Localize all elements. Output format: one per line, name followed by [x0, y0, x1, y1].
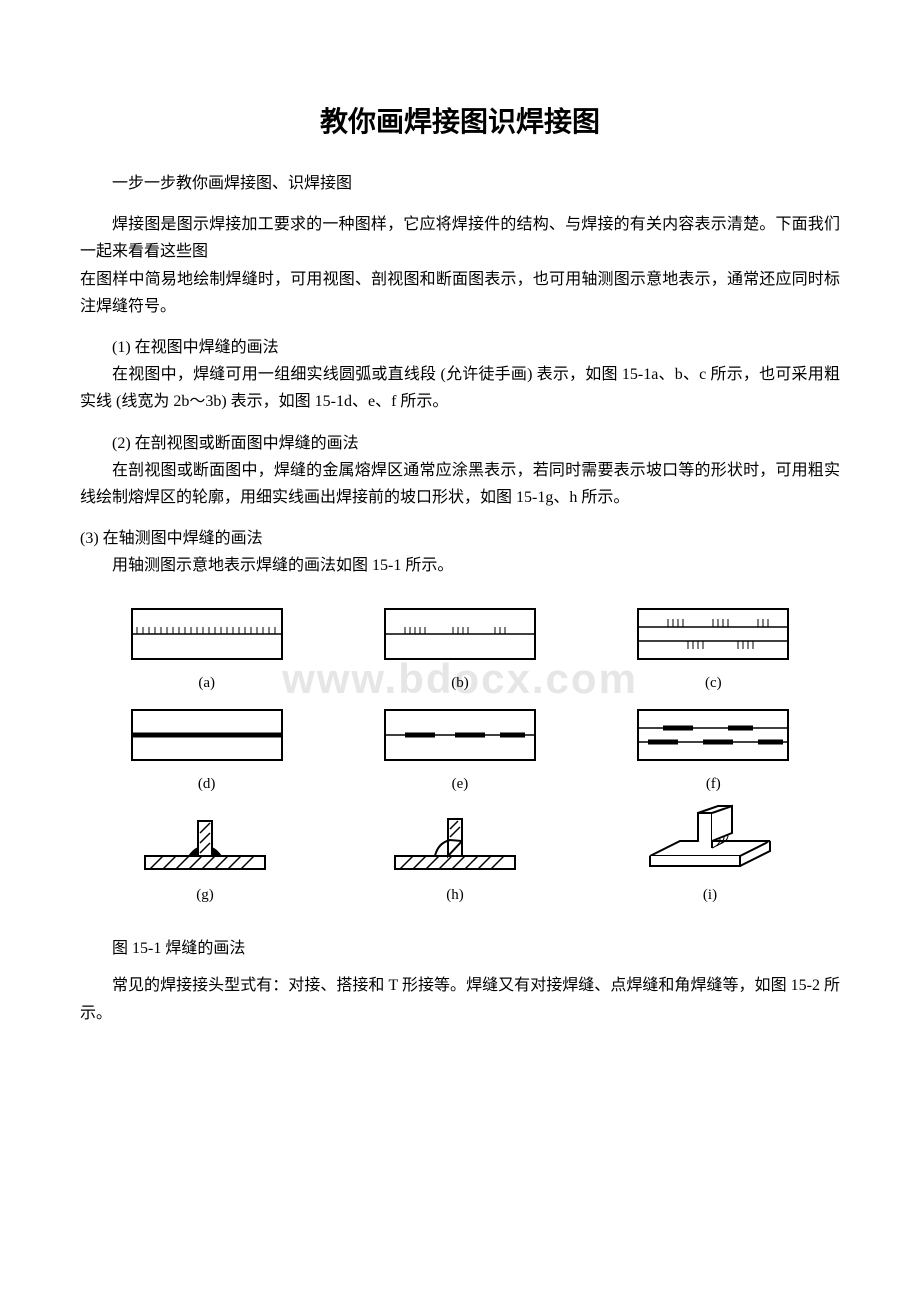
figure-label-f: (f)	[706, 776, 721, 793]
figure-label-i: (i)	[703, 887, 717, 904]
page-title: 教你画焊接图识焊接图	[80, 100, 840, 140]
figure-cell-d: (d)	[122, 700, 292, 793]
figure-label-b: (b)	[451, 675, 469, 692]
sec2-head: (2) 在剖视图或断面图中焊缝的画法	[80, 430, 840, 457]
intro-p2: 焊接图是图示焊接加工要求的一种图样，它应将焊接件的结构、与焊接的有关内容表示清楚…	[80, 211, 840, 265]
figure-cell-i: (i)	[630, 801, 790, 904]
diagram-g	[130, 811, 280, 881]
figure-cell-g: (g)	[130, 811, 280, 904]
diagram-h	[380, 811, 530, 881]
figure-row-1: (a) (b)	[80, 599, 840, 692]
figure-label-h: (h)	[446, 887, 464, 904]
diagram-e	[375, 700, 545, 770]
figure-row-3: (g) (h)	[80, 801, 840, 904]
diagram-c	[628, 599, 798, 669]
diagram-f	[628, 700, 798, 770]
diagram-i	[630, 801, 790, 881]
figure-row-2: (d) (e) (f)	[80, 700, 840, 793]
diagram-a	[122, 599, 292, 669]
figure-cell-h: (h)	[380, 811, 530, 904]
figure-cell-b: (b)	[375, 599, 545, 692]
sec3-body: 用轴测图示意地表示焊缝的画法如图 15-1 所示。	[80, 552, 840, 579]
figure-15-1: (a) (b)	[80, 599, 840, 904]
intro-p1: 一步一步教你画焊接图、识焊接图	[80, 170, 840, 197]
figure-cell-f: (f)	[628, 700, 798, 793]
figure-label-g: (g)	[196, 887, 214, 904]
diagram-d	[122, 700, 292, 770]
diagram-b	[375, 599, 545, 669]
figure-caption: 图 15-1 焊缝的画法	[80, 934, 840, 958]
figure-label-c: (c)	[705, 675, 722, 692]
figure-label-a: (a)	[198, 675, 215, 692]
figure-cell-e: (e)	[375, 700, 545, 793]
figure-label-d: (d)	[198, 776, 216, 793]
sec1-body: 在视图中，焊缝可用一组细实线圆弧或直线段 (允许徒手画) 表示，如图 15-1a…	[80, 361, 840, 415]
figure-cell-c: (c)	[628, 599, 798, 692]
figure-label-e: (e)	[452, 776, 469, 793]
intro-p3: 在图样中简易地绘制焊缝时，可用视图、剖视图和断面图表示，也可用轴测图示意地表示，…	[80, 266, 840, 320]
figure-cell-a: (a)	[122, 599, 292, 692]
sec1-head: (1) 在视图中焊缝的画法	[80, 334, 840, 361]
sec3-head: (3) 在轴测图中焊缝的画法	[80, 525, 840, 552]
outro: 常见的焊接接头型式有：对接、搭接和 T 形接等。焊缝又有对接焊缝、点焊缝和角焊缝…	[80, 972, 840, 1026]
sec2-body: 在剖视图或断面图中，焊缝的金属熔焊区通常应涂黑表示，若同时需要表示坡口等的形状时…	[80, 457, 840, 511]
